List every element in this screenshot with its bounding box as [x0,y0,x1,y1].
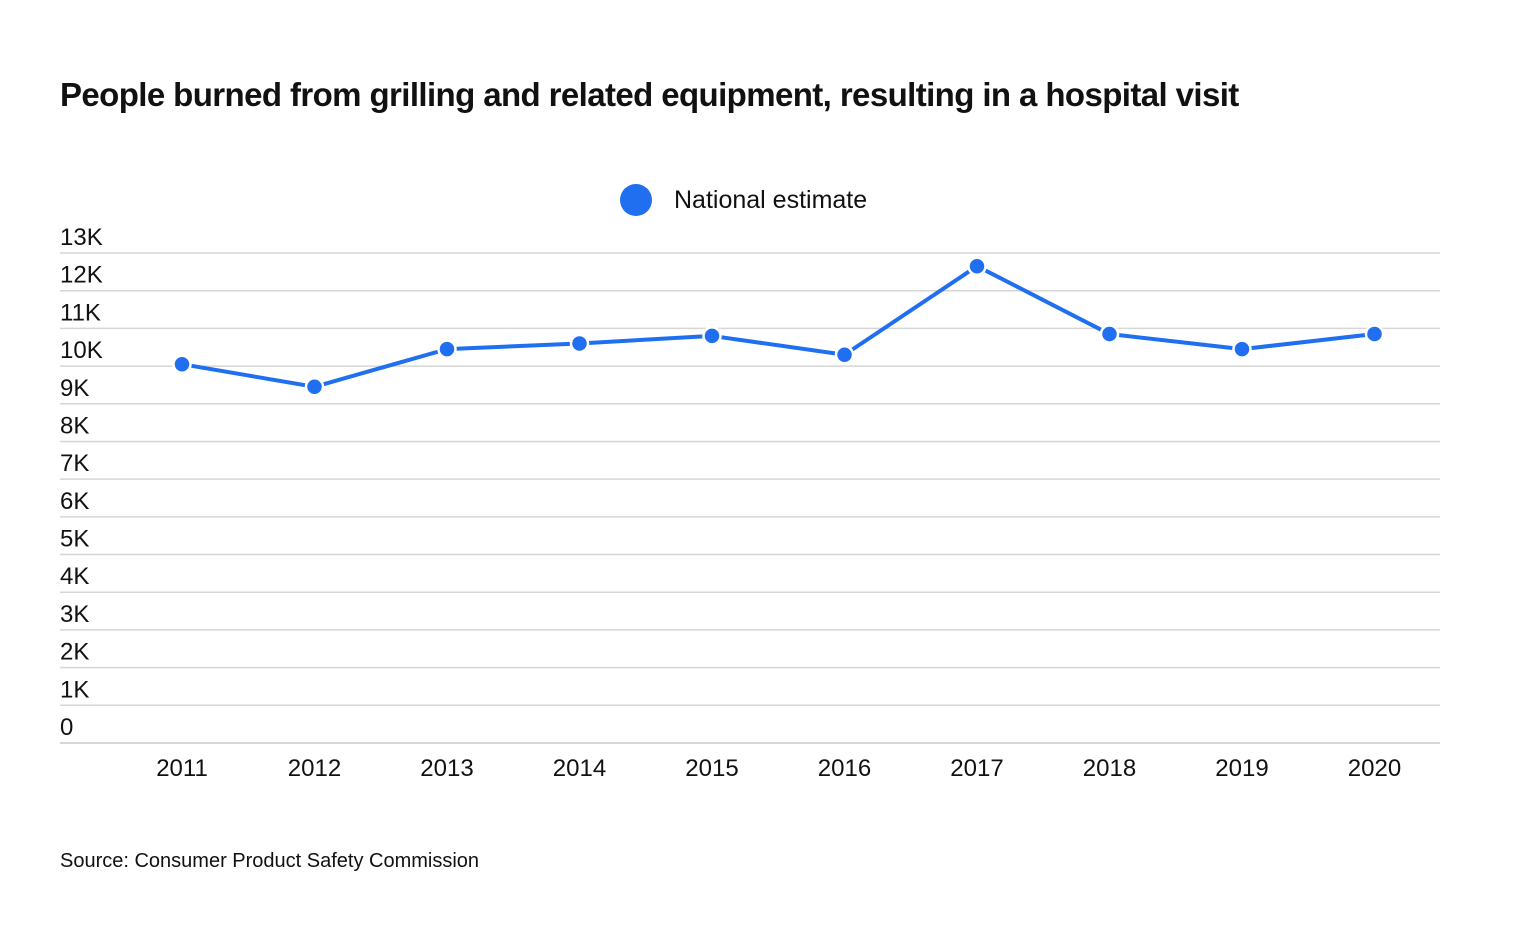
y-tick-label: 1K [60,676,89,703]
data-point-2016 [834,345,855,365]
legend-label: National estimate [674,185,868,214]
x-tick-label: 2019 [1215,755,1268,782]
y-tick-label: 8K [60,412,89,439]
legend-marker [620,184,652,216]
x-tick-label: 2011 [156,755,208,782]
x-tick-label: 2014 [553,755,606,782]
chart-title: People burned from grilling and related … [60,76,1239,113]
data-point-2019 [1232,339,1252,359]
series-national-estimate [172,256,1385,397]
y-tick-label: 5K [60,526,89,553]
y-tick-label: 2K [60,639,89,666]
data-point-2018 [1099,324,1120,344]
data-point-2014 [569,333,590,354]
y-tick-label: 9K [60,375,89,402]
y-tick-label: 4K [60,563,89,590]
x-tick-label: 2012 [288,755,341,782]
y-axis-labels: 0 1K 2K 3K 4K 5K 6K 7K 8K 9K 10K 11K 12K 13K [60,224,103,741]
y-tick-label: 6K [60,488,89,515]
data-point-2015 [702,326,722,346]
data-point-2017 [967,256,987,276]
source-note: Source: Consumer Product Safety Commissi… [60,850,480,872]
x-tick-label: 2018 [1083,755,1136,782]
x-tick-label: 2015 [685,755,738,782]
y-tick-label: 0 [60,714,73,741]
x-tick-label: 2016 [818,755,871,782]
data-point-2013 [437,339,457,359]
x-tick-label: 2020 [1348,755,1401,782]
legend: National estimate [620,182,867,218]
data-point-2011 [172,354,192,374]
y-tick-label: 11K [60,299,101,326]
y-tick-label: 12K [60,262,103,289]
x-tick-label: 2017 [950,755,1003,782]
data-point-2012 [304,377,325,397]
y-tick-label: 13K [60,224,103,251]
y-tick-label: 7K [60,450,89,477]
series-line [181,264,1375,389]
x-tick-label: 2013 [420,755,473,782]
y-tick-label: 3K [60,601,89,628]
data-point-2020 [1364,324,1385,344]
x-axis-labels: 2011 2012 2013 2014 2015 2016 2017 2018 2019 2020 [156,755,1401,782]
y-tick-label: 10K [60,337,103,364]
gridlines [60,252,1440,744]
